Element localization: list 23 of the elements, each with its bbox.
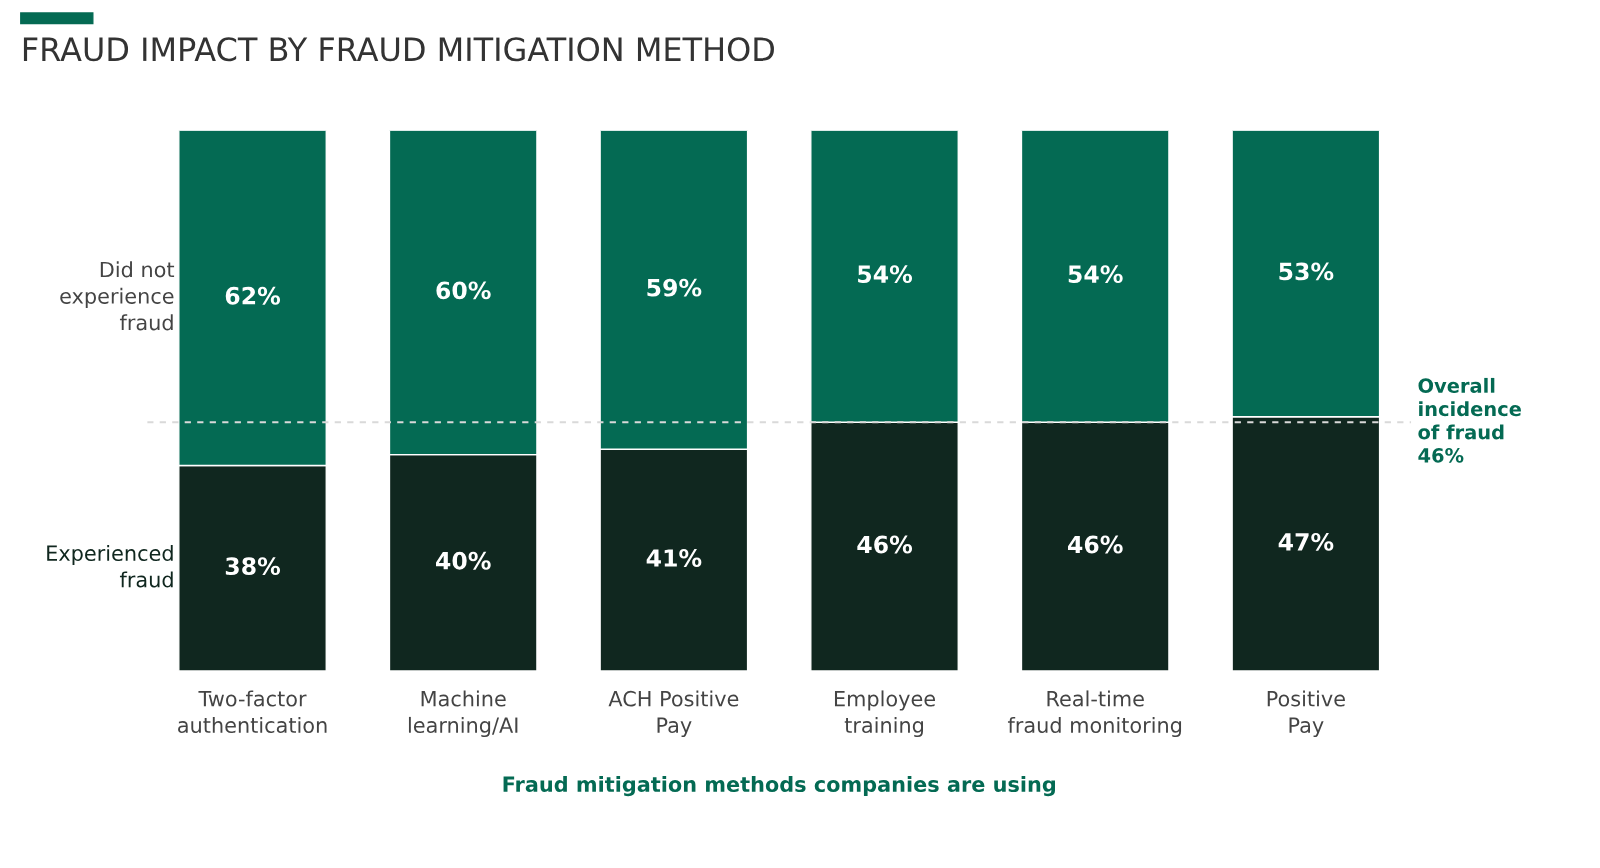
- data-label: 54%: [858, 265, 913, 284]
- series-label: Did not experience fraud: [60, 261, 175, 331]
- chart-title: FRAUD IMPACT BY FRAUD MITIGATION METHOD: [23, 37, 774, 62]
- data-label: 59%: [647, 278, 702, 297]
- x-tick-label: Real-time fraud monitoring: [1007, 690, 1182, 738]
- ref-line-label: Overall incidence of fraud 46%: [1418, 377, 1521, 463]
- series-label: Experienced fraud: [47, 544, 173, 588]
- data-label: 62%: [225, 286, 281, 305]
- x-tick-label: ACH Positive Pay: [608, 690, 739, 738]
- data-label: 54%: [1068, 265, 1123, 284]
- x-tick-label: Employee training: [834, 690, 936, 738]
- data-label: 46%: [857, 535, 913, 554]
- x-tick-label: Two-factor authentication: [178, 690, 327, 734]
- data-label: 41%: [646, 549, 702, 567]
- data-label: 40%: [436, 551, 491, 570]
- x-axis-title: Fraud mitigation methods companies are using: [503, 775, 1055, 797]
- data-label: 53%: [1279, 262, 1334, 281]
- data-label: 46%: [1068, 535, 1123, 554]
- x-tick-label: Positive Pay: [1267, 690, 1345, 738]
- x-tick-label: Machine learning/AI: [408, 690, 518, 738]
- data-label: 38%: [225, 557, 281, 576]
- data-label: 47%: [1278, 532, 1334, 551]
- data-label: 60%: [436, 281, 491, 300]
